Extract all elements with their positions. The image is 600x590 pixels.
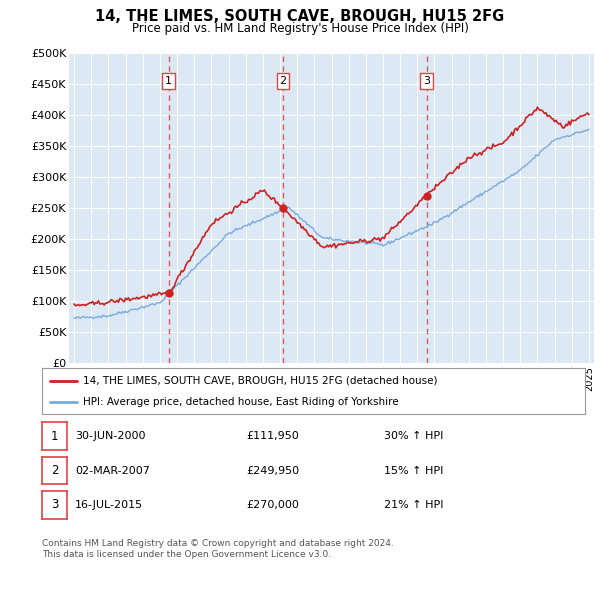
Text: 14, THE LIMES, SOUTH CAVE, BROUGH, HU15 2FG (detached house): 14, THE LIMES, SOUTH CAVE, BROUGH, HU15 … <box>83 376 437 386</box>
Text: 1: 1 <box>51 430 58 442</box>
Text: 02-MAR-2007: 02-MAR-2007 <box>75 466 150 476</box>
Text: 15% ↑ HPI: 15% ↑ HPI <box>384 466 443 476</box>
Text: 2: 2 <box>51 464 58 477</box>
Text: 3: 3 <box>423 76 430 86</box>
Text: £111,950: £111,950 <box>246 431 299 441</box>
Text: 21% ↑ HPI: 21% ↑ HPI <box>384 500 443 510</box>
Text: 3: 3 <box>51 499 58 512</box>
Text: 2: 2 <box>280 76 287 86</box>
Text: This data is licensed under the Open Government Licence v3.0.: This data is licensed under the Open Gov… <box>42 550 331 559</box>
Text: Contains HM Land Registry data © Crown copyright and database right 2024.: Contains HM Land Registry data © Crown c… <box>42 539 394 548</box>
Text: 30-JUN-2000: 30-JUN-2000 <box>75 431 146 441</box>
Text: HPI: Average price, detached house, East Riding of Yorkshire: HPI: Average price, detached house, East… <box>83 396 398 407</box>
Text: 14, THE LIMES, SOUTH CAVE, BROUGH, HU15 2FG: 14, THE LIMES, SOUTH CAVE, BROUGH, HU15 … <box>95 9 505 24</box>
Text: 30% ↑ HPI: 30% ↑ HPI <box>384 431 443 441</box>
Text: 1: 1 <box>165 76 172 86</box>
Text: 16-JUL-2015: 16-JUL-2015 <box>75 500 143 510</box>
Text: £270,000: £270,000 <box>246 500 299 510</box>
Text: Price paid vs. HM Land Registry's House Price Index (HPI): Price paid vs. HM Land Registry's House … <box>131 22 469 35</box>
Text: £249,950: £249,950 <box>246 466 299 476</box>
